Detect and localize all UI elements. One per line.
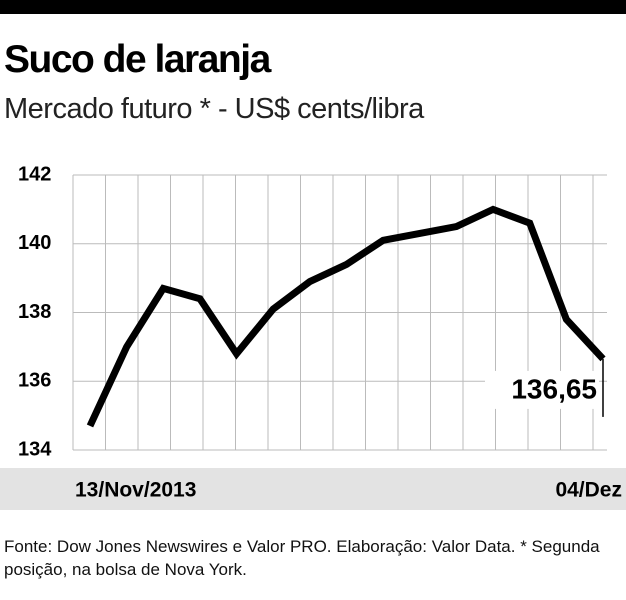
y-tick-label: 134 xyxy=(18,438,52,460)
y-tick-label: 140 xyxy=(18,232,51,254)
x-tick-label: 13/Nov/2013 xyxy=(75,479,196,502)
x-axis-band xyxy=(0,468,626,510)
chart: Suco de laranja Mercado futuro * - US$ c… xyxy=(0,0,626,510)
top-bar xyxy=(0,0,626,14)
chart-title: Suco de laranja xyxy=(4,38,272,81)
x-tick-label: 04/Dez xyxy=(555,479,622,502)
value-label: 136,65 xyxy=(511,373,597,404)
chart-subtitle: Mercado futuro * - US$ cents/libra xyxy=(4,93,425,125)
y-tick-label: 142 xyxy=(18,163,51,185)
line-series xyxy=(86,205,606,428)
y-tick-label: 136 xyxy=(18,370,51,392)
footnote: Fonte: Dow Jones Newswires e Valor PRO. … xyxy=(4,537,600,579)
label-bg xyxy=(485,370,599,409)
y-tick-label: 138 xyxy=(18,301,51,323)
